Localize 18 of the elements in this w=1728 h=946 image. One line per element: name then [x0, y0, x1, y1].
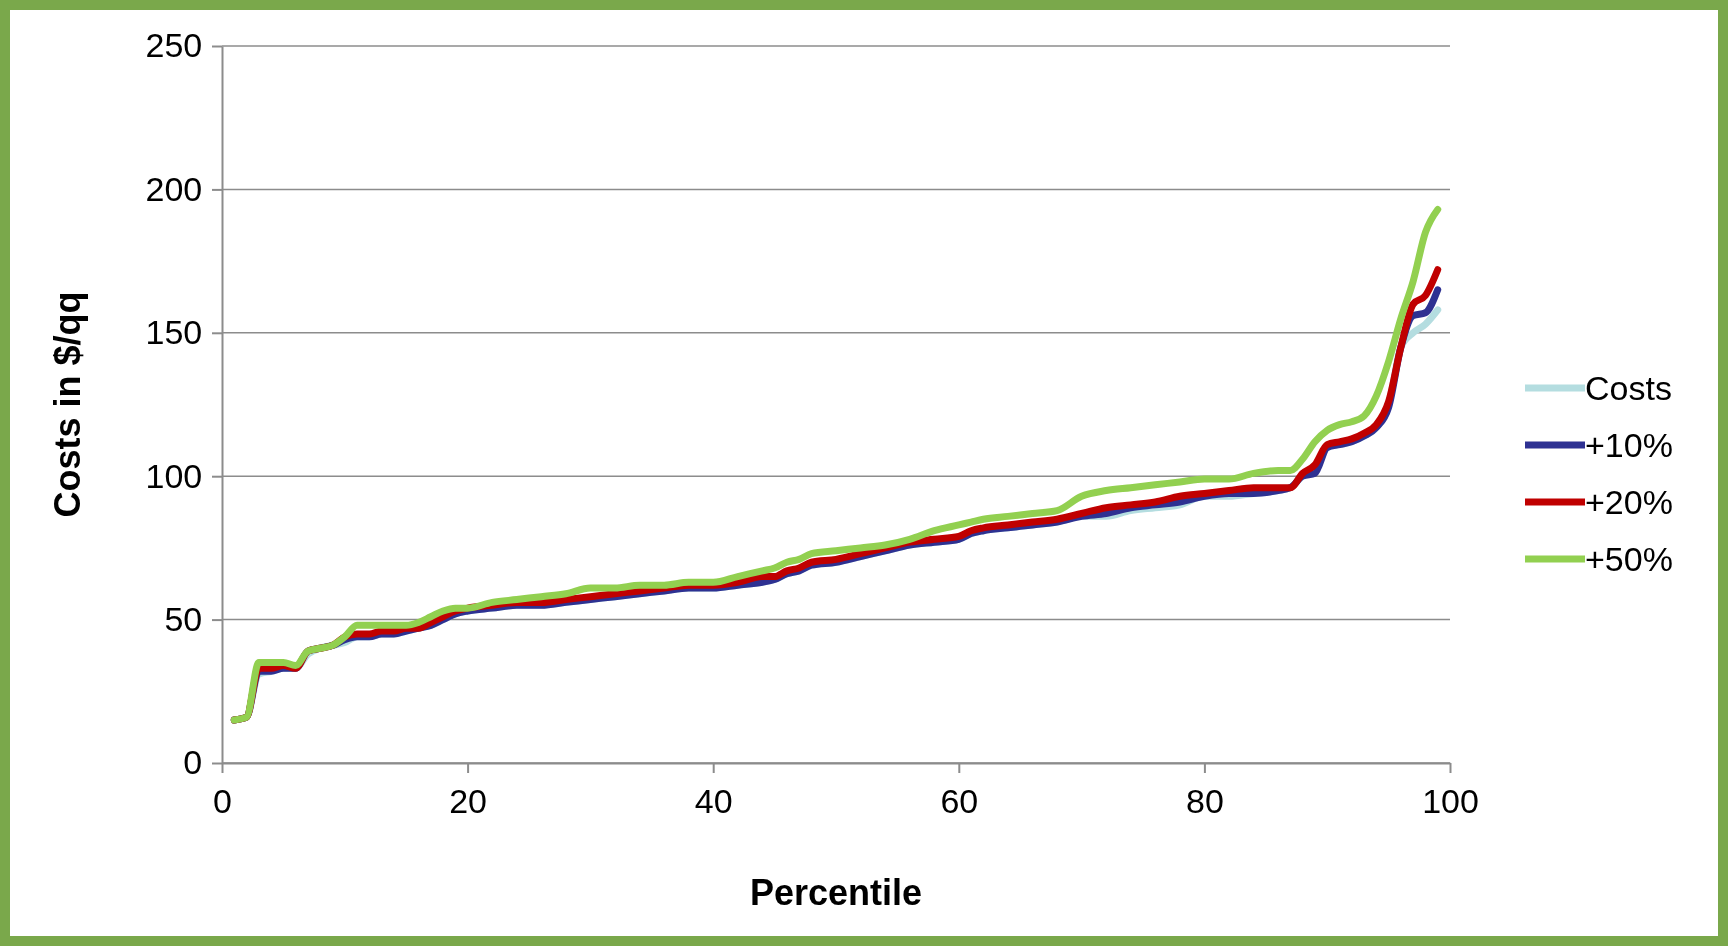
x-axis-title: Percentile: [749, 872, 923, 913]
x-tick-label: 60: [940, 782, 979, 821]
y-tick-label: 150: [145, 313, 203, 352]
x-tick-label: 100: [1422, 782, 1479, 821]
x-tick-label: 40: [694, 782, 733, 821]
y-tick-label: 0: [183, 743, 203, 782]
y-tick-label: 250: [145, 26, 203, 65]
x-tick-label: 80: [1185, 782, 1224, 821]
y-axis-title: Costs in $/qq: [47, 291, 88, 518]
y-tick-label: 200: [145, 169, 203, 208]
legend-label: +50%: [1585, 540, 1673, 578]
x-tick-label: 20: [449, 782, 488, 821]
legend-label: Costs: [1585, 369, 1672, 407]
y-tick-label: 100: [145, 456, 203, 495]
legend-label: +10%: [1585, 426, 1673, 464]
y-tick-label: 50: [164, 599, 203, 638]
legend-label: +20%: [1585, 483, 1673, 521]
x-tick-label: 0: [213, 782, 232, 821]
